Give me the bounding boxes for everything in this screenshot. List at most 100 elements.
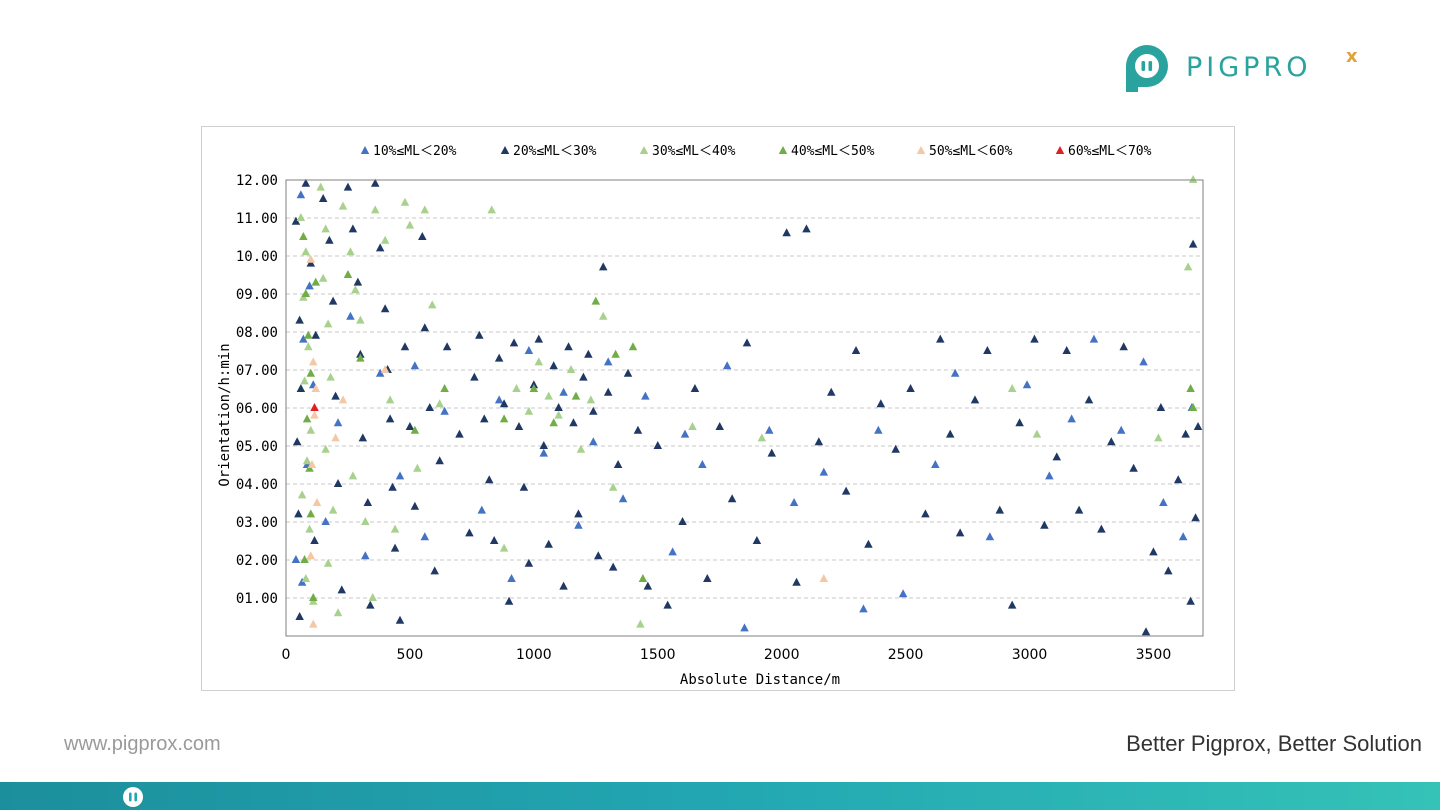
data-point [668,547,677,556]
pigprox-logo-icon [1126,45,1168,92]
data-point [1067,414,1076,423]
data-point [534,334,544,343]
bottom-bar [0,782,1440,810]
data-point [323,319,333,328]
data-point [608,482,618,491]
data-point [499,414,509,423]
data-point [921,509,930,518]
data-point [1156,403,1166,411]
data-point [420,205,430,214]
data-point [826,387,836,396]
data-point [1040,520,1049,529]
data-point [321,444,330,453]
data-point [321,517,330,525]
data-point [337,585,347,594]
data-point [574,509,583,518]
data-point [380,365,390,373]
data-point [574,520,583,529]
data-point [504,596,514,605]
data-point [475,330,484,339]
brand-suffix: x [1346,46,1358,67]
data-point [559,387,568,396]
data-point [316,182,325,191]
data-point [306,551,316,560]
data-point [663,600,672,609]
data-point [435,399,444,408]
data-point [321,224,330,233]
data-point [296,384,306,392]
data-point [306,368,316,377]
data-point [1062,346,1071,354]
data-point [819,467,829,476]
data-point [307,460,317,468]
data-point [524,558,534,567]
footer-website-link[interactable]: www.pigprox.com [64,733,221,755]
data-point [703,574,712,582]
data-point [715,422,724,430]
data-point [410,425,420,434]
data-point [1193,422,1203,430]
data-point [1173,475,1183,484]
data-point [678,517,687,525]
data-point [874,425,883,434]
data-point [544,539,553,548]
data-point [348,471,358,480]
data-point [442,342,452,351]
y-tick-label: 03.00 [236,515,278,531]
data-point [410,361,420,370]
data-point [985,532,995,541]
data-point [638,574,648,582]
data-point [1139,357,1148,366]
data-point [851,346,861,354]
data-point [598,311,608,320]
data-point [390,543,400,552]
data-point [395,615,405,624]
data-point [698,460,707,468]
data-point [323,558,333,567]
chart-axes: 01.00 02.00 03.00 04.00 05.00 06.00 07.00 08.00… [236,173,1204,663]
data-point [598,262,608,271]
data-point [814,437,824,446]
data-point [292,437,302,446]
data-point [385,414,395,423]
data-point [1188,403,1198,411]
data-point [361,551,370,560]
data-point [300,555,309,563]
data-point [484,475,494,484]
data-point [1022,380,1032,389]
x-tick-label: 3000 [1012,647,1048,663]
data-point [628,342,638,351]
brand-name: PIGPRO [1186,52,1312,83]
data-point [405,422,415,430]
data-point [318,273,328,282]
data-point [375,243,385,252]
data-point [554,403,563,411]
data-point [455,429,464,438]
data-point [304,342,313,351]
data-point [767,448,777,457]
data-point [539,448,549,457]
data-point [309,619,318,628]
data-point [789,498,799,506]
data-point [549,418,558,427]
data-point [569,418,578,427]
data-point [688,422,697,430]
data-point [507,574,516,582]
data-point [603,387,613,396]
data-point [405,220,415,229]
x-tick-label: 3500 [1136,647,1172,663]
data-point [579,372,588,381]
legend-marker [778,146,788,154]
data-point [1089,334,1099,343]
data-point [782,228,791,237]
data-point [613,460,623,468]
data-point [418,232,427,240]
data-point [296,190,306,199]
data-point [819,574,829,582]
data-point [400,197,410,206]
data-point [306,254,316,263]
data-point [603,357,613,366]
data-point [544,391,553,400]
data-point [338,201,348,210]
data-point [936,334,945,343]
